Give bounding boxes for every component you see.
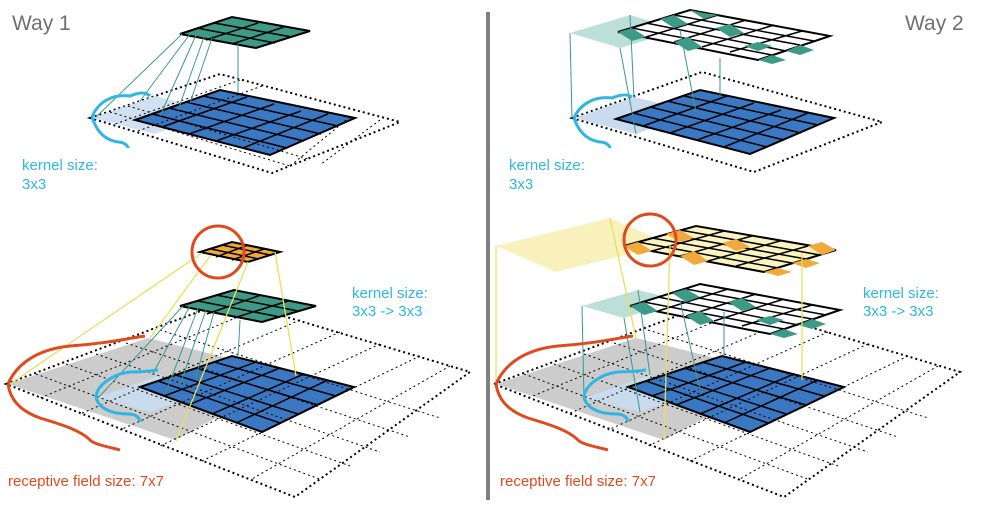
left-receptive-brace (6, 334, 146, 452)
right-bottom-teal-connectors (581, 289, 725, 413)
right-bottom-blue-gridlines (645, 361, 825, 424)
left-top-output-grid (179, 15, 311, 50)
left-bottom-middle-grid (179, 288, 317, 324)
kernel-label-top-right-line1: kernel size: (509, 157, 585, 174)
kernel-label-top-right-line2: 3x3 (509, 176, 534, 193)
right-bottom-input-grid (491, 298, 963, 499)
right-bottom-top-cells (624, 230, 836, 276)
left-top-output-gridlines (196, 22, 293, 45)
left-top-input-grid (86, 72, 404, 175)
kernel-label-top-left-line2: 3x3 (22, 176, 47, 193)
right-top-blue-gridlines (632, 95, 819, 148)
right-top-blue-area (612, 88, 838, 156)
kernel-label-bottom-left-line1: kernel size: (352, 285, 428, 302)
left-bottom-blue-gridlines (157, 361, 337, 424)
receptive-field-label-left: receptive field size: 7x7 (8, 473, 164, 490)
left-top-kernel-brace (90, 91, 152, 149)
right-top-output-gridlines (631, 14, 815, 56)
way2-title: Way 2 (905, 12, 964, 35)
kernel-label-bottom-right-line2: 3x3 -> 3x3 (863, 303, 934, 320)
right-top-connectors (569, 14, 721, 135)
right-bottom-kernel-brace (582, 368, 647, 423)
right-top-input-grid (568, 70, 886, 174)
receptive-field-label-right: receptive field size: 7x7 (500, 473, 656, 490)
left-bottom-kernel-brace (94, 368, 159, 423)
right-receptive-brace (494, 334, 634, 452)
kernel-label-bottom-right-line1: kernel size: (863, 285, 939, 302)
right-top-diagram (568, 8, 886, 174)
way1-title: Way 1 (12, 12, 71, 35)
right-bottom-dotted-lines (523, 307, 939, 481)
left-bottom-top-grid (196, 240, 284, 264)
right-highlight-circle (622, 212, 678, 268)
left-top-connectors (95, 33, 239, 118)
right-bottom-middle-gridlines (643, 288, 827, 330)
kernel-label-top-left-line1: kernel size: (22, 157, 98, 174)
left-bottom-diagram (3, 224, 473, 499)
kernel-label-bottom-left-line2: 3x3 -> 3x3 (352, 303, 423, 320)
left-top-dotted-lines (109, 79, 381, 167)
left-top-diagram (86, 15, 404, 175)
left-top-blue-gridlines (151, 95, 339, 149)
left-highlight-circle (190, 224, 246, 280)
right-bottom-middle-cells (630, 289, 826, 338)
left-top-blue-area (131, 88, 359, 157)
left-bottom-teal-connectors (97, 305, 241, 399)
right-top-output-cells (618, 10, 814, 64)
right-top-kernel-brace (572, 93, 633, 149)
right-bottom-yellow-connectors (495, 217, 803, 441)
right-bottom-diagram (491, 212, 963, 499)
